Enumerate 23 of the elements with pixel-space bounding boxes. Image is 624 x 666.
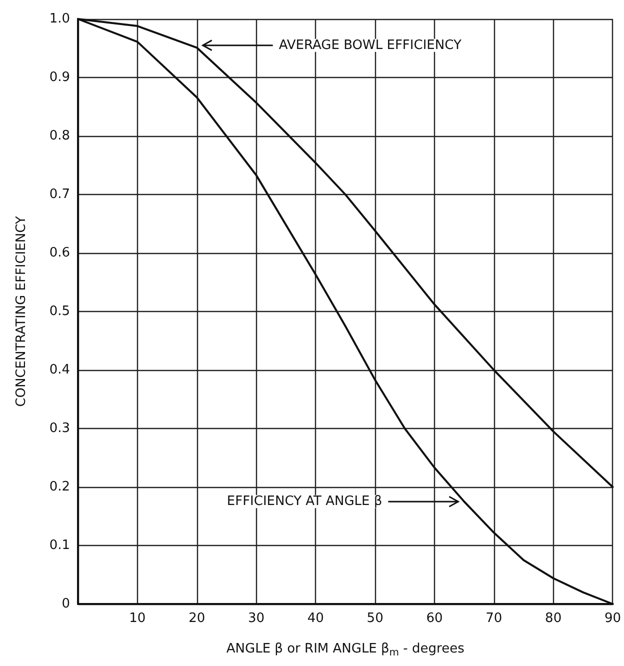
y-axis-title: CONCENTRATING EFFICIENCY (14, 216, 29, 407)
x-tick-label: 40 (307, 611, 324, 626)
x-tick-label: 80 (545, 611, 562, 626)
x-tick-label: 10 (129, 611, 146, 626)
y-tick-label: 0 (62, 596, 70, 612)
annotation: AVERAGE BOWL EFFICIENCY (278, 38, 462, 53)
y-tick-label: 0.3 (49, 421, 70, 436)
y-tick-label: 0.2 (49, 480, 70, 494)
x-tick-label: 60 (426, 611, 443, 626)
x-tick-label: 20 (188, 611, 206, 626)
y-tick-label: 1.0 (49, 12, 70, 26)
y-tick-label: 0.4 (49, 362, 70, 378)
x-tick-label: 50 (366, 611, 384, 626)
x-tick-label: 30 (248, 611, 265, 626)
y-tick-label: 0.6 (49, 246, 70, 260)
y-tick-label: 0.8 (49, 128, 70, 144)
x-tick-label: 70 (486, 611, 502, 626)
y-tick-label: 0.9 (49, 70, 70, 85)
x-tick-label: 90 (604, 611, 621, 626)
annotation: EFFICIENCY AT ANGLE β (226, 494, 382, 510)
y-tick-label: 0.1 (49, 538, 70, 553)
y-tick-label: 0.7 (49, 187, 70, 202)
y-tick-label: 0.5 (49, 304, 70, 319)
